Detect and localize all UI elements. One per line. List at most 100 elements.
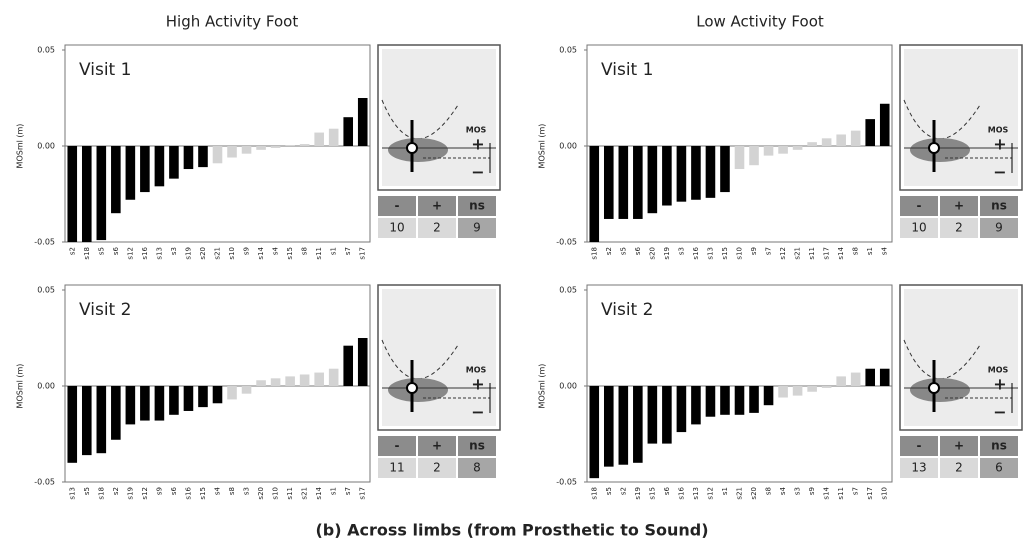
x-tick-label: s4 (779, 486, 787, 495)
bar (865, 119, 876, 146)
column-title: High Activity Foot (166, 13, 299, 31)
table-count: 9 (995, 221, 1003, 235)
x-tick-label: s1 (330, 487, 338, 495)
bar (603, 146, 614, 219)
y-axis-label: MOSml (m) (16, 124, 25, 169)
x-tick-label: s2 (605, 247, 613, 255)
bar (169, 386, 179, 415)
table-cell (378, 218, 416, 238)
x-tick-label: s18 (97, 487, 105, 500)
bar (198, 146, 208, 168)
bar (270, 378, 281, 386)
table-cell (418, 458, 456, 478)
bar (836, 376, 846, 386)
bar (749, 146, 759, 166)
x-tick-label: s21 (214, 247, 222, 260)
bar (314, 372, 324, 386)
y-tick-label: 0.00 (559, 142, 577, 151)
x-tick-label: s15 (199, 487, 207, 500)
panel-title: Visit 2 (79, 300, 131, 320)
inset-foot (388, 138, 448, 162)
table-count: 13 (911, 461, 926, 475)
inset-com (406, 382, 418, 394)
bar (125, 146, 136, 200)
x-tick-label: s3 (677, 247, 685, 255)
table-header: + (954, 439, 964, 453)
table-header-cell (418, 436, 456, 456)
x-tick-label: s12 (141, 487, 149, 500)
table-header: ns (991, 439, 1007, 453)
bar (618, 386, 629, 465)
bar (81, 146, 92, 242)
bar (299, 144, 310, 146)
bar (763, 146, 774, 156)
bar (879, 103, 890, 146)
x-tick-label: s14 (837, 246, 845, 259)
x-tick-label: s9 (808, 487, 816, 495)
bar (328, 368, 339, 386)
x-tick-label: s17 (823, 247, 831, 260)
table-header-cell (378, 196, 416, 216)
table-cell (378, 458, 416, 478)
inset-minus: − (471, 403, 484, 422)
x-tick-label: s18 (590, 247, 598, 260)
bar (227, 386, 237, 400)
x-tick-label: s9 (155, 487, 163, 495)
bar (807, 142, 817, 146)
inset-foot (910, 138, 970, 162)
plot-frame (586, 284, 893, 483)
bar (227, 146, 237, 158)
inset-plus: + (993, 135, 1006, 154)
bar (691, 146, 701, 200)
x-tick-label: s15 (648, 487, 656, 500)
inset-label: MOS (466, 366, 487, 375)
x-tick-label: s1 (330, 247, 338, 255)
table-header-cell (378, 436, 416, 456)
bar (821, 386, 832, 388)
table-header: - (395, 439, 400, 453)
inset-bg (904, 289, 1018, 426)
y-tick-label: -0.05 (34, 478, 55, 487)
bar (691, 386, 701, 425)
bar (169, 146, 179, 179)
bar (778, 146, 788, 154)
inset-curve (381, 99, 459, 140)
y-tick-label: 0.00 (559, 382, 577, 391)
bar (647, 146, 658, 214)
bar (633, 146, 643, 219)
bar (647, 386, 658, 444)
x-tick-label: s4 (214, 486, 222, 495)
table-header-cell (900, 196, 938, 216)
bar (96, 146, 107, 241)
bar (357, 338, 368, 386)
table-header-cell (900, 436, 938, 456)
bar (212, 146, 223, 164)
table-count: 2 (433, 221, 441, 235)
bar (212, 386, 223, 404)
bar (343, 345, 354, 386)
x-tick-label: s13 (155, 247, 163, 260)
y-tick-label: 0.05 (37, 46, 55, 55)
bar (618, 146, 629, 219)
bar (285, 145, 295, 146)
x-tick-label: s13 (68, 487, 76, 500)
table-header: + (432, 439, 442, 453)
x-tick-label: s16 (692, 246, 700, 259)
table-header: ns (991, 199, 1007, 213)
x-tick-label: s4 (272, 246, 280, 255)
table-count: 2 (433, 461, 441, 475)
x-tick-label: s16 (141, 246, 149, 259)
table-header: ns (469, 439, 485, 453)
y-tick-label: 0.05 (37, 286, 55, 295)
x-tick-label: s21 (736, 487, 744, 500)
bar (836, 134, 846, 146)
table-header-cell (418, 196, 456, 216)
x-tick-label: s10 (272, 487, 280, 500)
table-count: 10 (389, 221, 404, 235)
bar (734, 146, 745, 170)
x-tick-label: s2 (112, 487, 120, 495)
x-tick-label: s20 (648, 247, 656, 260)
bar (807, 386, 817, 392)
inset-com (928, 142, 940, 154)
